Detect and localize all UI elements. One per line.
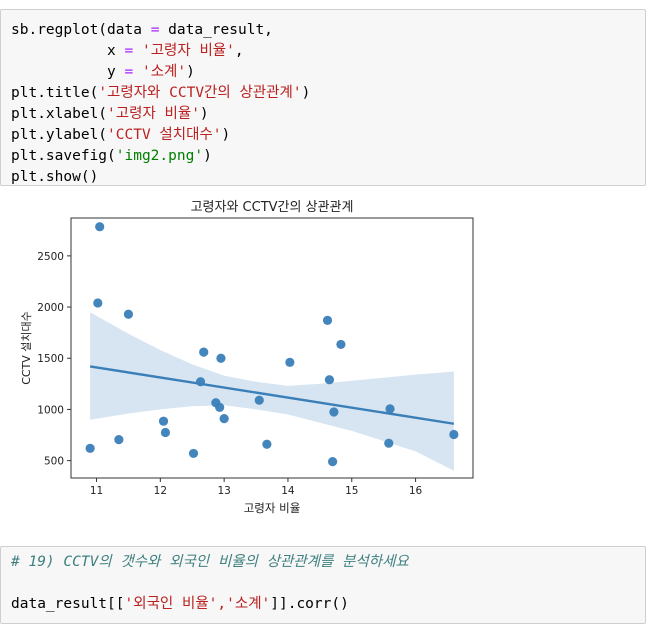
y-axis-label: CCTV 설치대수 xyxy=(20,311,33,385)
code-token: '고령자와 CCTV간의 상관관계' xyxy=(98,85,302,101)
code-line: plt.show() xyxy=(11,169,98,185)
code-token: plt.ylabel( xyxy=(11,127,108,143)
code-token: plt.savefig( xyxy=(11,148,116,164)
chart-title: 고령자와 CCTV간의 상관관계 xyxy=(191,200,354,215)
scatter-point xyxy=(199,347,209,357)
y-tick-label: 2500 xyxy=(37,251,64,263)
scatter-point xyxy=(328,457,338,467)
regression-line xyxy=(89,365,455,425)
code-token: 'CCTV 설치대수' xyxy=(107,127,222,143)
code-comment: # 19) CCTV의 갯수와 외국인 비율의 상관관계를 분석하세요 xyxy=(11,554,409,570)
code-line: sb.regplot(data = data_result, xyxy=(11,22,273,38)
scatter-point xyxy=(215,402,225,412)
code-token: y xyxy=(11,64,125,80)
code-line: y = '소계') xyxy=(11,64,195,80)
y-tick-label: 500 xyxy=(44,456,64,468)
scatter-point xyxy=(114,435,124,445)
scatter-point xyxy=(219,414,229,424)
code-cell-corr[interactable]: # 19) CCTV의 갯수와 외국인 비율의 상관관계를 분석하세요 data… xyxy=(0,546,646,624)
code-token: plt.show() xyxy=(11,169,99,185)
scatter-point xyxy=(324,375,335,385)
code-token: = xyxy=(124,43,134,59)
scatter-point xyxy=(385,404,395,414)
code-token xyxy=(133,43,142,59)
x-tick-label: 13 xyxy=(217,485,230,497)
scatter-point xyxy=(285,357,295,367)
x-axis-label: 고령자 비율 xyxy=(244,501,301,515)
output-area: 11 12 13 14 15 16 500 1000 1500 2000 2500 고령자와 CC… xyxy=(0,190,500,520)
scatter-point xyxy=(254,395,264,405)
y-tick-label: 1000 xyxy=(37,404,64,416)
code-token: = xyxy=(124,64,134,80)
scatter-point xyxy=(158,416,169,426)
code-line: x = '고령자 비율', xyxy=(11,43,244,59)
code-token: ) xyxy=(186,64,195,80)
scatter-point xyxy=(216,353,226,363)
x-tick-label: 15 xyxy=(345,485,358,497)
code-token: x xyxy=(11,43,125,59)
scatter-point xyxy=(95,222,105,232)
scatter-point xyxy=(322,315,333,325)
code-token: sb.regplot(data xyxy=(11,22,151,38)
scatter-point xyxy=(262,439,272,449)
code-corr-suffix: ]].corr() xyxy=(270,596,349,612)
code-line: plt.ylabel('CCTV 설치대수') xyxy=(11,127,230,143)
scatter-point xyxy=(336,339,346,350)
code-token: '고령자 비율' xyxy=(141,43,235,59)
scatter-point xyxy=(93,298,103,308)
x-tick-label: 16 xyxy=(409,485,423,497)
scatter-point xyxy=(188,448,199,459)
scatter-point xyxy=(329,407,339,417)
code-cell-regplot[interactable]: sb.regplot(data = data_result, x = '고령자 … xyxy=(0,9,646,186)
code-token xyxy=(133,64,142,80)
y-tick-label: 1500 xyxy=(37,353,64,365)
code-token: , xyxy=(234,43,244,59)
code-line: plt.title('고령자와 CCTV간의 상관관계') xyxy=(11,85,310,101)
scatter-point xyxy=(384,438,394,448)
x-tick-label: 14 xyxy=(281,485,295,497)
scatter-point xyxy=(195,377,206,387)
scatter-point xyxy=(160,427,171,438)
code-token: = xyxy=(150,22,160,38)
scatter-point xyxy=(123,309,134,319)
code-token: ) xyxy=(301,85,311,101)
code-token: '고령자 비율' xyxy=(107,106,200,122)
y-tick-label: 2000 xyxy=(37,302,64,314)
x-tick-label: 12 xyxy=(154,485,167,497)
code-line: plt.xlabel('고령자 비율') xyxy=(11,106,209,122)
code-token: '소계' xyxy=(141,64,187,80)
code-corr-prefix: data_result[[ xyxy=(11,596,125,612)
code-line: plt.savefig('img2.png') xyxy=(11,148,212,164)
code-token: 'img2.png' xyxy=(115,148,204,164)
scatter-chart: 11 12 13 14 15 16 500 1000 1500 2000 2500 고령자와 CC… xyxy=(20,200,474,515)
x-tick-label: 11 xyxy=(90,485,103,497)
code-token: ) xyxy=(203,148,212,164)
code-token: data_result, xyxy=(159,22,273,38)
code-token: ) xyxy=(221,127,231,143)
plot-frame xyxy=(70,217,474,479)
code-token: ) xyxy=(199,106,209,122)
confidence-band xyxy=(90,312,454,471)
code-token: plt.title( xyxy=(11,85,99,101)
code-editor[interactable]: sb.regplot(data = data_result, x = '고령자 … xyxy=(1,10,645,198)
code-editor-2[interactable]: # 19) CCTV의 갯수와 외국인 비율의 상관관계를 분석하세요 data… xyxy=(1,547,645,625)
code-token: plt.xlabel( xyxy=(11,106,108,122)
scatter-point xyxy=(85,443,95,453)
scatter-point xyxy=(449,429,459,440)
code-corr-columns: '외국인 비율','소계' xyxy=(124,596,271,612)
